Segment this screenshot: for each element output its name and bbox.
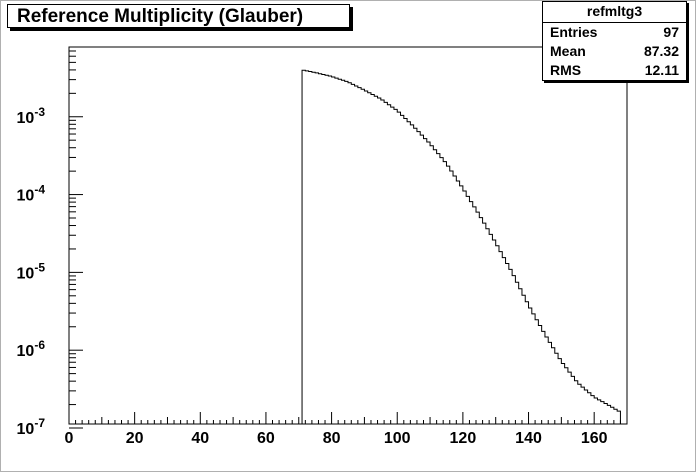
stats-row-mean: Mean 87.32 — [543, 42, 686, 61]
y-axis-ticks: 10-7 10-6 10-5 10-4 10-3 — [17, 50, 83, 438]
y-tick-label: 10-7 — [17, 416, 46, 438]
axes-frame-group — [68, 46, 628, 425]
x-tick-label: 0 — [65, 430, 74, 447]
x-tick-label: 120 — [450, 430, 477, 447]
y-tick-label: 10-3 — [17, 105, 46, 127]
y-tick-label: 10-4 — [17, 183, 46, 205]
chart-title: Reference Multiplicity (Glauber) — [7, 4, 350, 28]
stats-rms-label: RMS — [550, 62, 582, 78]
y-tick-label: 10-6 — [17, 338, 46, 360]
x-tick-label: 80 — [323, 430, 341, 447]
x-tick-label: 100 — [384, 430, 411, 447]
histogram-series — [301, 69, 621, 424]
stats-box: refmltg3 Entries 97 Mean 87.32 RMS 12.11 — [542, 1, 687, 81]
x-tick-label: 140 — [515, 430, 542, 447]
stats-entries-label: Entries — [550, 24, 598, 40]
stats-histogram-name: refmltg3 — [543, 2, 686, 23]
x-tick-label: 20 — [126, 430, 144, 447]
histogram-line — [301, 69, 621, 424]
x-axis-ticks: 0 20 40 60 80 100 120 140 160 — [65, 412, 628, 447]
stats-mean-label: Mean — [550, 43, 586, 59]
stats-row-entries: Entries 97 — [543, 23, 686, 42]
y-tick-label: 10-5 — [17, 260, 46, 282]
x-tick-label: 160 — [581, 430, 608, 447]
stats-entries-value: 97 — [663, 24, 679, 40]
stats-rms-value: 12.11 — [644, 62, 679, 78]
stats-row-rms: RMS 12.11 — [543, 61, 686, 80]
stats-mean-value: 87.32 — [643, 43, 679, 59]
x-tick-label: 60 — [257, 430, 275, 447]
axes-frame — [68, 46, 628, 425]
x-tick-label: 40 — [191, 430, 209, 447]
